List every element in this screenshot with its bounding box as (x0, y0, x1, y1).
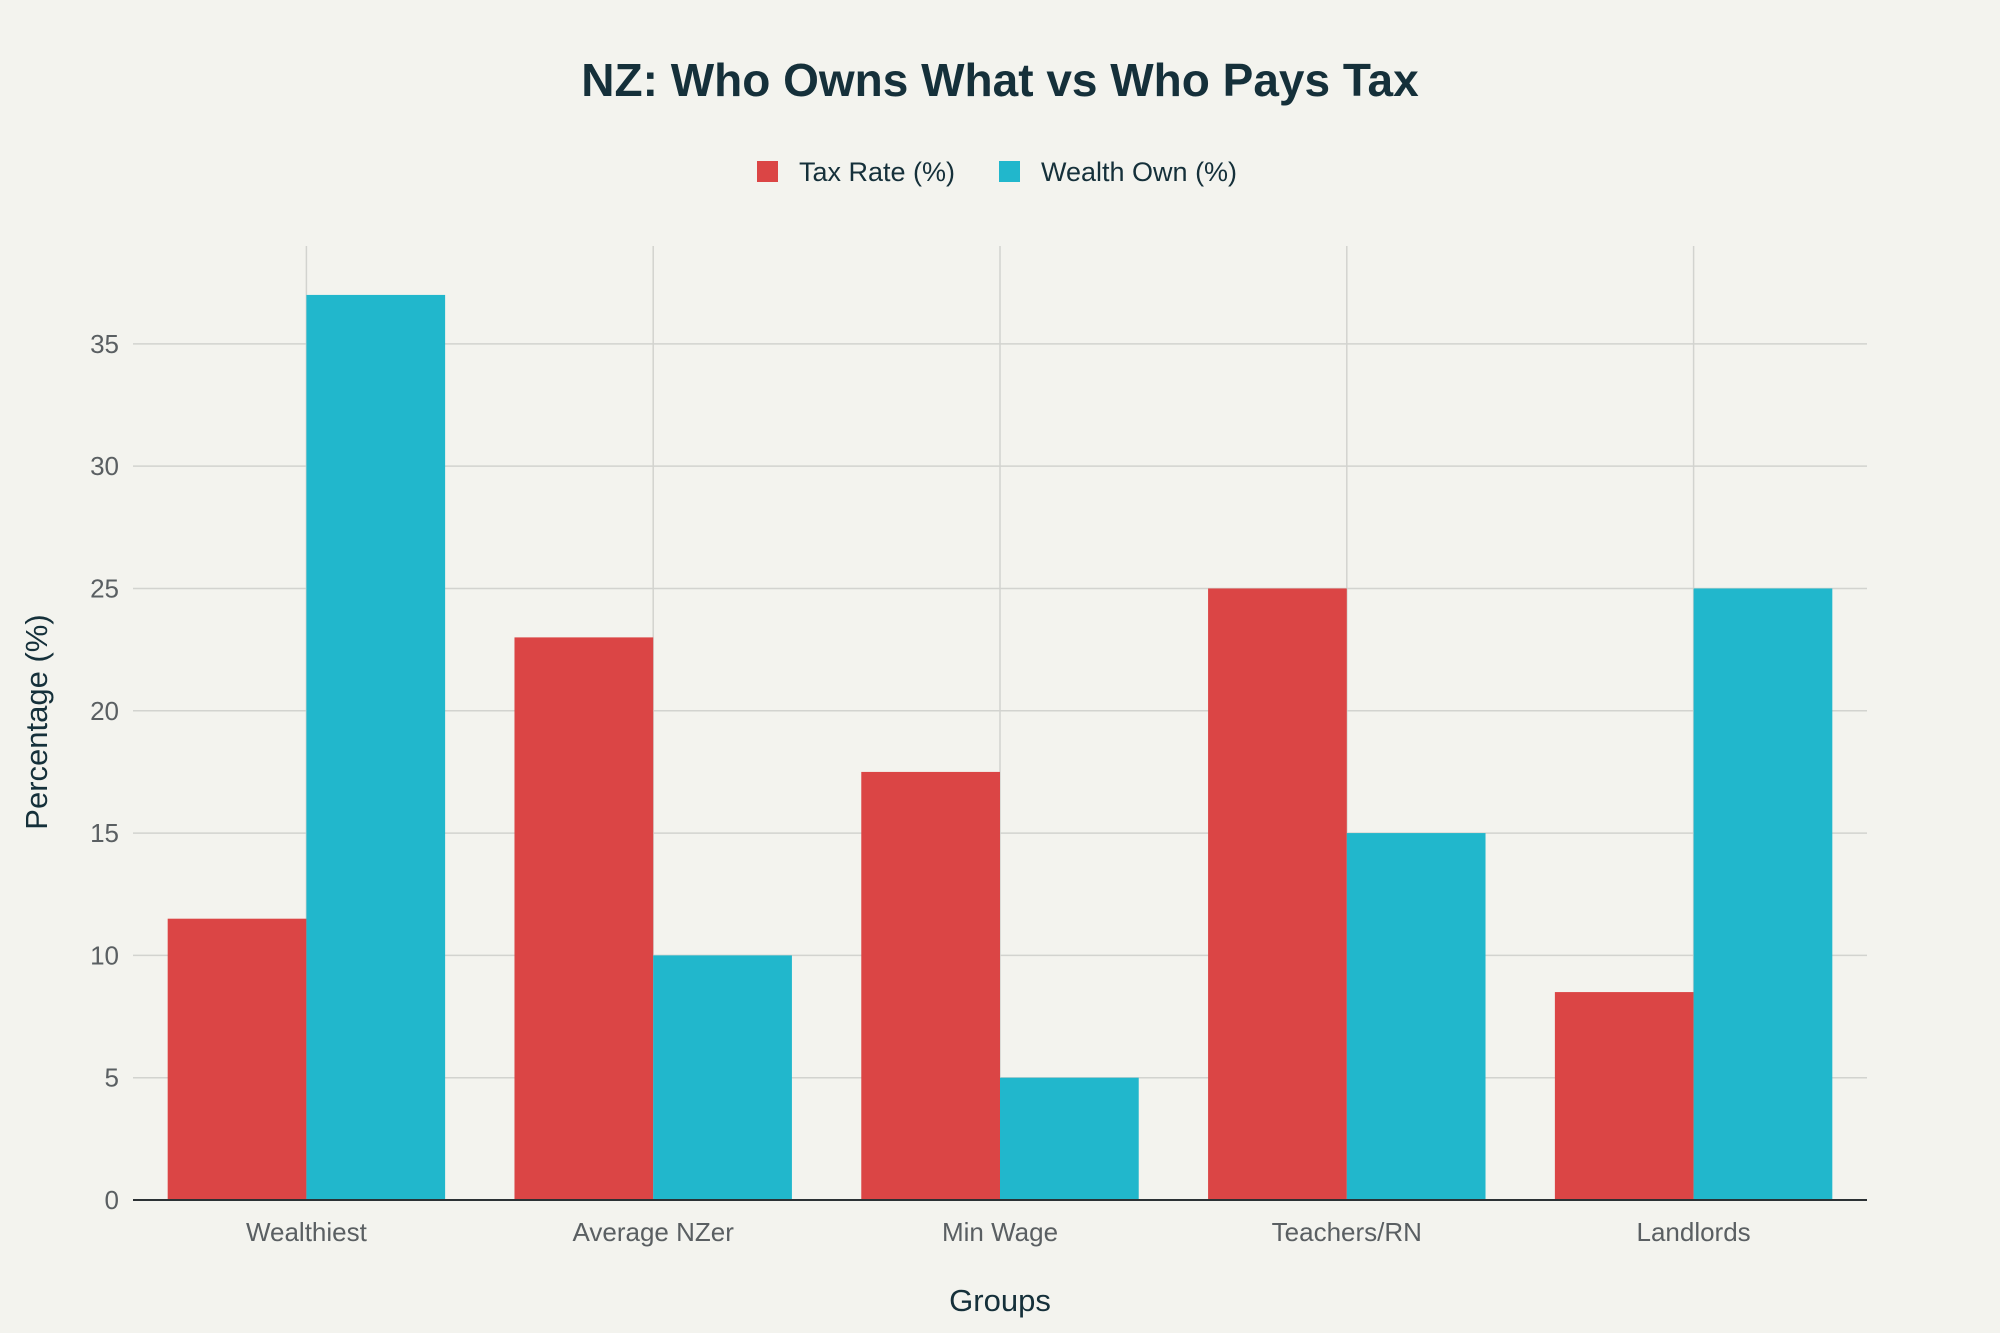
y-tick-label: 10 (90, 940, 119, 970)
y-tick-label: 15 (90, 818, 119, 848)
bar-wealth-own-4 (1693, 588, 1833, 1200)
y-tick-label: 25 (90, 573, 119, 603)
legend: Tax Rate (%) Wealth Own (%) (757, 157, 1237, 187)
legend-swatch-tax-rate (757, 161, 778, 182)
bar-tax-rate-3 (1208, 588, 1347, 1200)
y-tick-label: 5 (105, 1063, 119, 1093)
bar-wealth-own-0 (306, 294, 446, 1200)
x-tick-label: Average NZer (573, 1217, 735, 1247)
bar-wealth-own-1 (653, 955, 792, 1200)
bar-tax-rate-2 (861, 771, 1000, 1200)
y-tick-label: 35 (90, 329, 119, 359)
x-tick-label: Wealthiest (246, 1217, 368, 1247)
legend-label-wealth-own: Wealth Own (%) (1041, 157, 1237, 187)
y-tick-label: 30 (90, 451, 119, 481)
chart-title: NZ: Who Owns What vs Who Pays Tax (581, 54, 1419, 106)
legend-label-tax-rate: Tax Rate (%) (799, 157, 955, 187)
x-axis-title: Groups (949, 1283, 1051, 1318)
x-axis: Wealthiest Average NZer Min Wage Teachers/R… (133, 1199, 1867, 1247)
x-tick-label: Min Wage (942, 1217, 1058, 1247)
bar-tax-rate-4 (1554, 992, 1694, 1200)
bar-wealth-own-2 (1000, 1077, 1139, 1200)
bar-tax-rate-1 (514, 637, 654, 1200)
y-axis-title: Percentage (%) (19, 614, 54, 829)
legend-swatch-wealth-own (999, 161, 1020, 182)
y-tick-label: 0 (105, 1185, 119, 1215)
x-tick-label: Landlords (1636, 1217, 1750, 1247)
bar-wealth-own-3 (1346, 833, 1486, 1200)
bar-tax-rate-0 (167, 918, 307, 1200)
bars (167, 294, 1833, 1200)
y-axis: 0 5 10 15 20 25 30 35 (90, 329, 119, 1215)
y-tick-label: 20 (90, 696, 119, 726)
x-tick-label: Teachers/RN (1272, 1217, 1422, 1247)
